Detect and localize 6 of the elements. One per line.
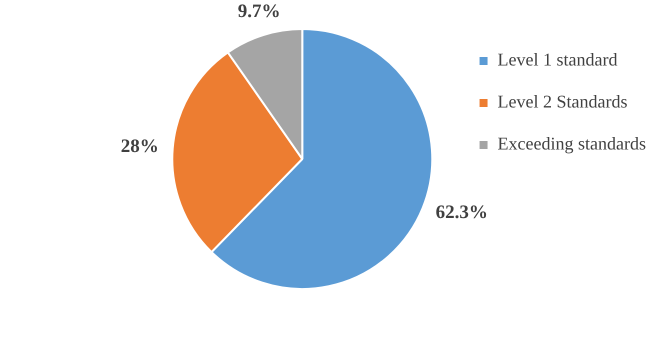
legend-label: Level 2 Standards — [498, 92, 628, 112]
legend-label: Level 1 standard — [498, 50, 618, 70]
data-label: 62.3% — [436, 202, 488, 224]
data-label: 28% — [120, 136, 159, 158]
legend-label: Exceeding standards — [498, 134, 646, 154]
data-label: 9.7% — [238, 1, 280, 22]
